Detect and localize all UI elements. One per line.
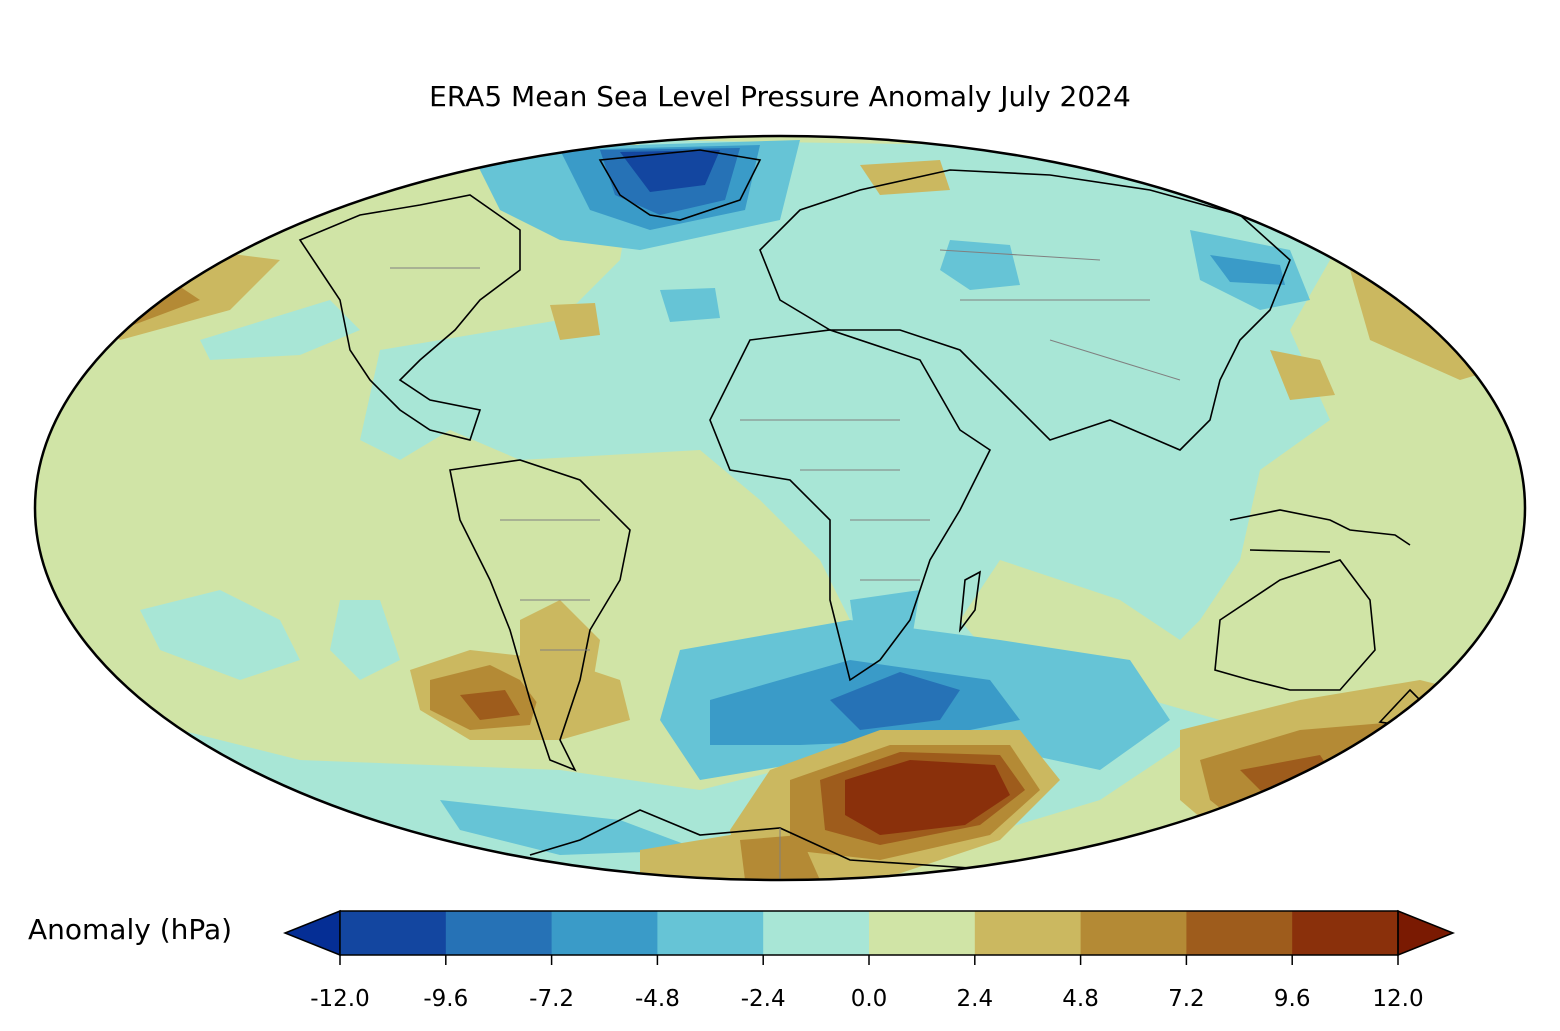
coastline-madagascar — [958, 570, 981, 633]
anomaly-region-greenland-min — [620, 150, 720, 192]
anomaly-region-antarctic-coast — [440, 800, 700, 855]
anomaly-region-siberia-core — [1210, 255, 1285, 285]
coastlines — [298, 149, 1422, 871]
coastline-antarctica — [529, 809, 1001, 871]
colorbar-tick-label: 2.4 — [957, 986, 994, 1012]
coastline-australia — [1214, 559, 1376, 691]
coastline-eurasia — [759, 169, 1291, 451]
colorbar-bin — [1186, 911, 1293, 955]
colorbar-bin — [1292, 911, 1399, 955]
colorbar-tick-label: 9.6 — [1274, 986, 1311, 1012]
anomaly-region-south-america-high — [520, 600, 600, 720]
anomaly-region-southern-africa — [850, 590, 920, 670]
colorbar-bin — [869, 911, 976, 955]
coastline-south-america — [449, 459, 631, 772]
country-borders — [390, 249, 1181, 880]
anomaly-region-far-southwest-core — [35, 750, 260, 850]
colorbar-label: Anomaly (hPa) — [28, 913, 233, 946]
coastline-greenland — [598, 149, 762, 221]
anomaly-region-central-asia — [940, 240, 1020, 290]
anomaly-region-north-pacific-east — [1270, 350, 1335, 400]
colorbar-bin — [445, 911, 553, 955]
colorbar-extend-over — [1397, 909, 1456, 957]
colorbar-tick-label: 12.0 — [1372, 986, 1423, 1012]
colorbar-tick-label: -4.8 — [635, 986, 680, 1012]
anomaly-field — [35, 136, 1525, 880]
colorbar-tick-label: 0.0 — [851, 986, 888, 1012]
coastline-indonesia — [1229, 509, 1411, 553]
anomaly-region-north-atlantic — [660, 288, 720, 322]
colorbar-frame — [339, 910, 1399, 956]
map-plot — [33, 134, 1527, 882]
anomaly-region-south-pacific-west — [140, 590, 300, 680]
coastline-africa — [709, 329, 992, 682]
anomaly-region-north-atlantic-high — [550, 303, 600, 340]
coastline-north-america — [298, 194, 521, 441]
colorbar-tick-label: -12.0 — [310, 986, 370, 1012]
border-asia — [939, 249, 1181, 381]
colorbar-bin — [657, 911, 764, 955]
globe-outline — [33, 134, 1527, 882]
anomaly-region-indian-ocean — [360, 140, 1330, 680]
colorbar-bin — [551, 911, 658, 955]
colorbar-bin — [763, 911, 870, 955]
anomaly-region-north-pacific — [200, 300, 360, 360]
anomaly-region-indian-southern-high-core — [845, 760, 1010, 835]
colorbar-tick-label: 4.8 — [1062, 986, 1099, 1012]
colorbar-tick-label: -7.2 — [529, 986, 574, 1012]
anomaly-region-south-pacific-high-core — [460, 690, 520, 720]
anomaly-region-south-atlantic-deep — [830, 672, 960, 730]
anomaly-region-barents-high — [860, 160, 950, 195]
border-south-america — [500, 519, 600, 651]
anomaly-region-south-pacific-mid — [330, 600, 400, 680]
colorbar-tick-label: 7.2 — [1168, 986, 1205, 1012]
colorbar-tick-label: -2.4 — [741, 986, 786, 1012]
border-africa — [740, 419, 930, 581]
colorbar-bin — [974, 911, 1082, 955]
colorbar-bin — [340, 911, 447, 955]
colorbar-tick-label: -9.6 — [423, 986, 468, 1012]
chart-title: ERA5 Mean Sea Level Pressure Anomaly Jul… — [429, 80, 1131, 113]
colorbar-extend-under — [282, 909, 341, 957]
colorbar-bin — [1080, 911, 1187, 955]
